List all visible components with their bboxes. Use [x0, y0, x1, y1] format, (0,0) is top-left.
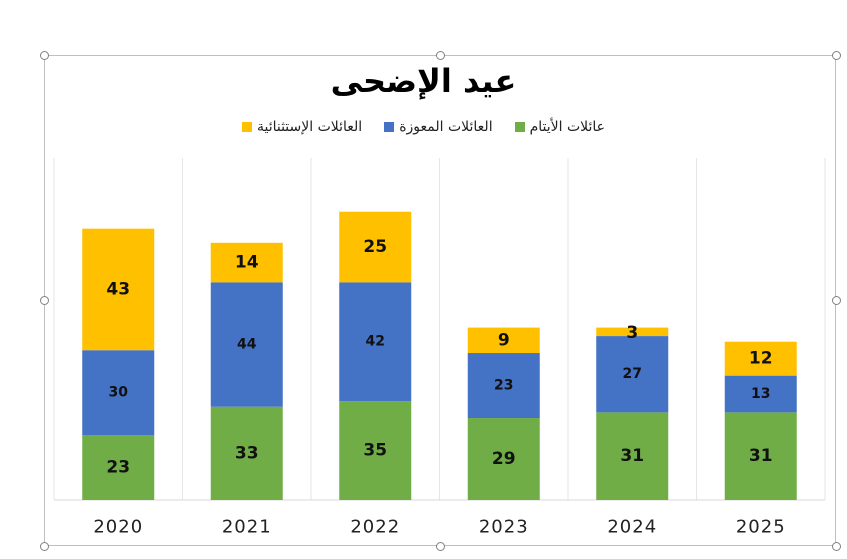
data-label: 25	[363, 237, 387, 257]
bar-segment	[467, 353, 540, 419]
bar-segment	[339, 282, 412, 402]
bar-segment	[596, 412, 669, 500]
x-tick-label: 2022	[350, 517, 400, 538]
resize-handle-middle-right[interactable]	[832, 296, 841, 305]
x-tick-label: 2024	[607, 517, 657, 538]
data-label: 29	[492, 449, 516, 469]
bar-segment	[210, 242, 283, 283]
resize-handle-bottom-left[interactable]	[40, 542, 49, 551]
data-label: 43	[106, 279, 130, 299]
data-label: 42	[366, 334, 385, 350]
legend-item-2: العائلات الإستثنائية	[241, 119, 363, 135]
legend-item-0: عائلات الأيتام	[514, 119, 606, 135]
bar-segment	[82, 228, 155, 351]
x-tick-label: 2021	[222, 517, 272, 538]
bar-segment	[724, 412, 797, 500]
bar-segment	[210, 282, 283, 407]
legend-swatch	[514, 122, 525, 132]
legend-swatch	[241, 122, 252, 132]
x-tick-label: 2023	[479, 517, 529, 538]
bar-segment	[724, 375, 797, 413]
data-label: 35	[363, 441, 387, 461]
data-label: 27	[623, 366, 642, 382]
data-label: 23	[106, 457, 130, 477]
bar-segment	[724, 341, 797, 376]
bar-segment	[339, 401, 412, 500]
resize-handle-middle-left[interactable]	[40, 296, 49, 305]
bar-segment	[339, 211, 412, 283]
data-label: 31	[749, 446, 773, 466]
x-tick-label: 2020	[93, 517, 143, 538]
legend-label: العائلات المعوزة	[399, 119, 493, 135]
bar-segment	[596, 327, 669, 337]
legend-label: العائلات الإستثنائية	[256, 119, 363, 135]
legend-label: عائلات الأيتام	[529, 119, 606, 135]
bar-segment	[82, 434, 155, 500]
resize-handle-top-center[interactable]	[436, 51, 445, 60]
resize-handle-bottom-right[interactable]	[832, 542, 841, 551]
data-label: 3	[626, 323, 638, 343]
bar-segment	[82, 350, 155, 435]
chart-title: عيد الإضحى	[330, 62, 517, 100]
resize-handle-bottom-center[interactable]	[436, 542, 445, 551]
legend-item-1: العائلات المعوزة	[384, 119, 493, 135]
data-label: 30	[109, 385, 129, 401]
x-tick-label: 2025	[736, 517, 786, 538]
data-label: 44	[237, 337, 257, 353]
legend-swatch	[384, 122, 395, 132]
data-label: 14	[235, 253, 259, 273]
data-label: 12	[749, 349, 773, 369]
bar-segment	[467, 327, 540, 354]
data-label: 33	[235, 443, 259, 463]
data-label: 9	[498, 330, 510, 350]
bar-segment	[596, 336, 669, 413]
data-label: 13	[751, 386, 770, 402]
data-label: 31	[620, 446, 644, 466]
data-label: 23	[494, 378, 513, 394]
legend: عائلات الأيتام العائلات المعوزة العائلات ا…	[0, 119, 847, 135]
bar-segment	[210, 406, 283, 500]
resize-handle-top-right[interactable]	[832, 51, 841, 60]
bar-segment	[467, 418, 540, 500]
resize-handle-top-left[interactable]	[40, 51, 49, 60]
